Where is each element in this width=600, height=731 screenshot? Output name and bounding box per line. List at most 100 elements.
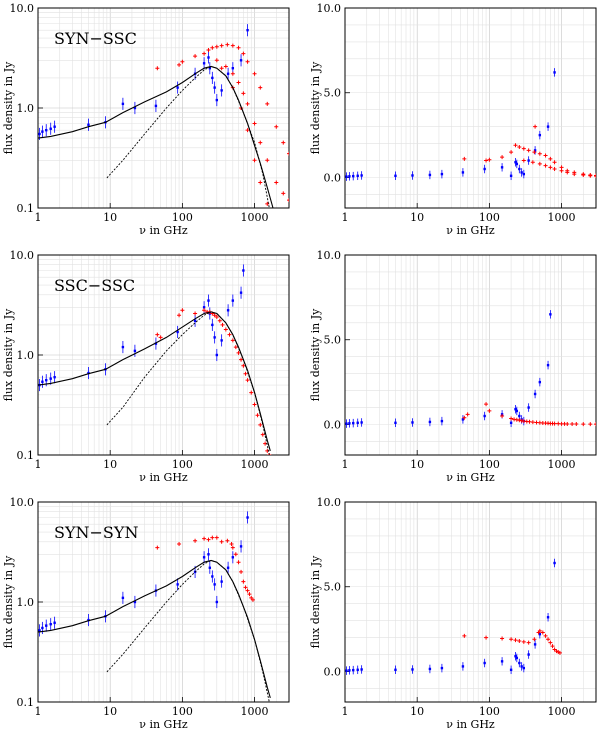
model-point: [465, 412, 470, 417]
y-tick-label: 10.0: [317, 496, 342, 509]
x-tick-label: 100: [172, 211, 193, 224]
grid: [344, 502, 597, 702]
data-point: [461, 665, 465, 668]
data-point: [522, 666, 526, 670]
model-point: [588, 422, 593, 427]
model-point: [180, 59, 185, 64]
model-point: [532, 637, 537, 642]
model-point: [462, 156, 467, 161]
x-axis-label: ν in GHz: [139, 471, 188, 484]
data-point: [133, 106, 137, 110]
x-tick-label: 1000: [241, 705, 269, 718]
model-point: [274, 180, 279, 185]
model-point: [543, 153, 548, 158]
model-point: [552, 160, 557, 165]
data-point: [226, 566, 230, 569]
model-point: [543, 163, 548, 168]
data-point: [394, 174, 397, 177]
model-point: [229, 542, 234, 547]
model-point: [233, 345, 238, 350]
x-tick-label: 100: [479, 705, 500, 718]
model-point: [219, 66, 224, 71]
x-tick-label: 10: [103, 458, 117, 471]
data-point: [522, 172, 526, 176]
model-point: [180, 308, 185, 313]
data-point: [41, 626, 44, 630]
data-point: [394, 668, 397, 671]
data-point: [121, 596, 125, 600]
model-point: [219, 539, 224, 544]
model-point: [243, 371, 248, 376]
x-tick-label: 100: [172, 458, 193, 471]
data-point: [53, 621, 56, 624]
model-point: [155, 545, 160, 550]
y-tick-label: 0.0: [324, 418, 342, 431]
model-point: [521, 158, 526, 163]
x-tick-label: 1: [342, 211, 349, 224]
model-point: [559, 165, 564, 170]
y-tick-label: 5.0: [324, 581, 342, 594]
y-tick-label: 10.0: [317, 249, 342, 262]
data-point: [518, 167, 521, 171]
data-point: [215, 353, 219, 357]
model-point: [252, 121, 257, 126]
model-point: [202, 308, 207, 313]
model-point: [249, 390, 254, 395]
data-point: [45, 624, 48, 627]
model-point: [214, 314, 219, 319]
data-point: [231, 556, 235, 559]
x-tick-label: 10: [410, 211, 424, 224]
model-point: [548, 640, 553, 645]
chart-panel-6: 1 10 100 1000 0.0 5.0 10.0 ν in GHz flux density…: [309, 496, 597, 731]
model-point: [214, 44, 219, 49]
grid: [344, 8, 597, 208]
data-point: [509, 174, 513, 177]
model-point: [532, 150, 537, 155]
data-point: [483, 167, 486, 171]
y-tick-label: 5.0: [324, 334, 342, 347]
model-point: [500, 155, 505, 160]
data-point: [549, 313, 552, 316]
model-point: [227, 332, 232, 337]
model-point: [212, 313, 217, 318]
data-point: [515, 409, 519, 413]
data-point: [239, 59, 243, 62]
plot-frame: [344, 254, 597, 456]
model-point: [552, 421, 557, 426]
model-point: [219, 43, 224, 48]
model-point: [158, 335, 163, 340]
model-point: [214, 58, 219, 63]
model-point: [484, 158, 489, 163]
data-point: [215, 98, 219, 102]
model-point: [177, 542, 182, 547]
data-point: [87, 123, 90, 126]
model-point: [487, 157, 492, 162]
model-point: [193, 311, 198, 316]
data-point: [215, 600, 219, 604]
data-point: [207, 56, 210, 59]
x-tick-label: 10: [410, 458, 424, 471]
model-point: [239, 357, 244, 362]
data-point: [533, 392, 537, 396]
x-axis-label: ν in GHz: [139, 224, 188, 237]
x-tick-label: 1: [35, 705, 42, 718]
model-curve-solid: [38, 311, 271, 452]
model-point: [265, 101, 270, 106]
data-point: [360, 421, 363, 424]
model-point: [255, 413, 260, 418]
model-point: [155, 66, 160, 71]
y-tick-label: 10.0: [10, 496, 35, 509]
data-point: [220, 89, 223, 92]
model-point: [155, 332, 160, 337]
data-point: [515, 656, 519, 660]
data-point: [53, 125, 56, 128]
model-point: [517, 144, 522, 149]
data-point: [49, 377, 52, 380]
model-point: [223, 327, 228, 332]
data-point: [514, 161, 517, 164]
data-point: [553, 71, 556, 74]
model-point: [245, 101, 250, 106]
y-tick-label: 0.0: [324, 171, 342, 184]
data-point: [202, 62, 206, 65]
x-axis-label: ν in GHz: [446, 224, 495, 237]
